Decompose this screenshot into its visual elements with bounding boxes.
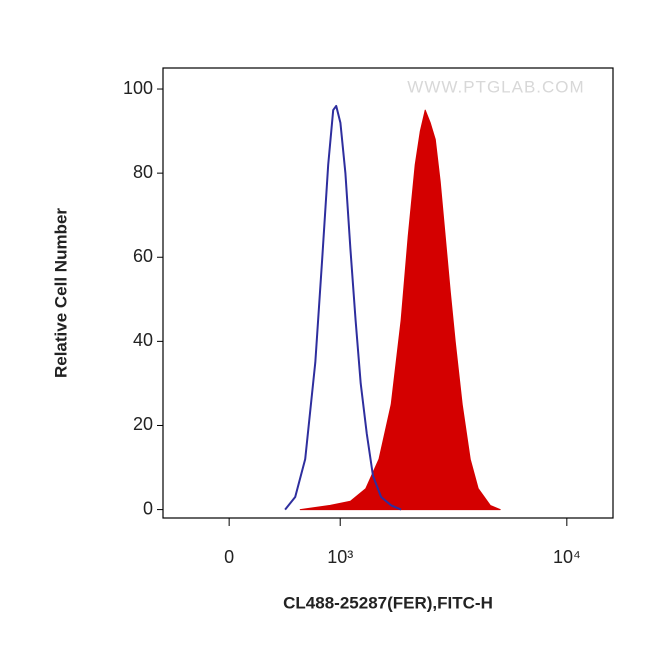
plot-frame — [162, 67, 614, 519]
y-tick-label: 0 — [143, 498, 153, 518]
y-tick-label: 40 — [133, 330, 153, 350]
x-axis-label: CL488-25287(FER),FITC-H — [283, 593, 493, 612]
y-tick-label: 20 — [133, 414, 153, 434]
y-tick-label: 60 — [133, 246, 153, 266]
y-tick-label: 100 — [123, 78, 153, 98]
x-tick-label: 0 — [224, 547, 234, 567]
outline-histogram — [284, 104, 402, 511]
x-tick-label: 10⁴ — [553, 547, 581, 567]
y-tick-label: 80 — [133, 162, 153, 182]
y-axis-label: Relative Cell Number — [51, 208, 70, 378]
filled-histogram — [299, 109, 501, 511]
x-tick-label: 10³ — [327, 547, 353, 567]
watermark: WWW.PTGLAB.COM — [407, 77, 584, 96]
